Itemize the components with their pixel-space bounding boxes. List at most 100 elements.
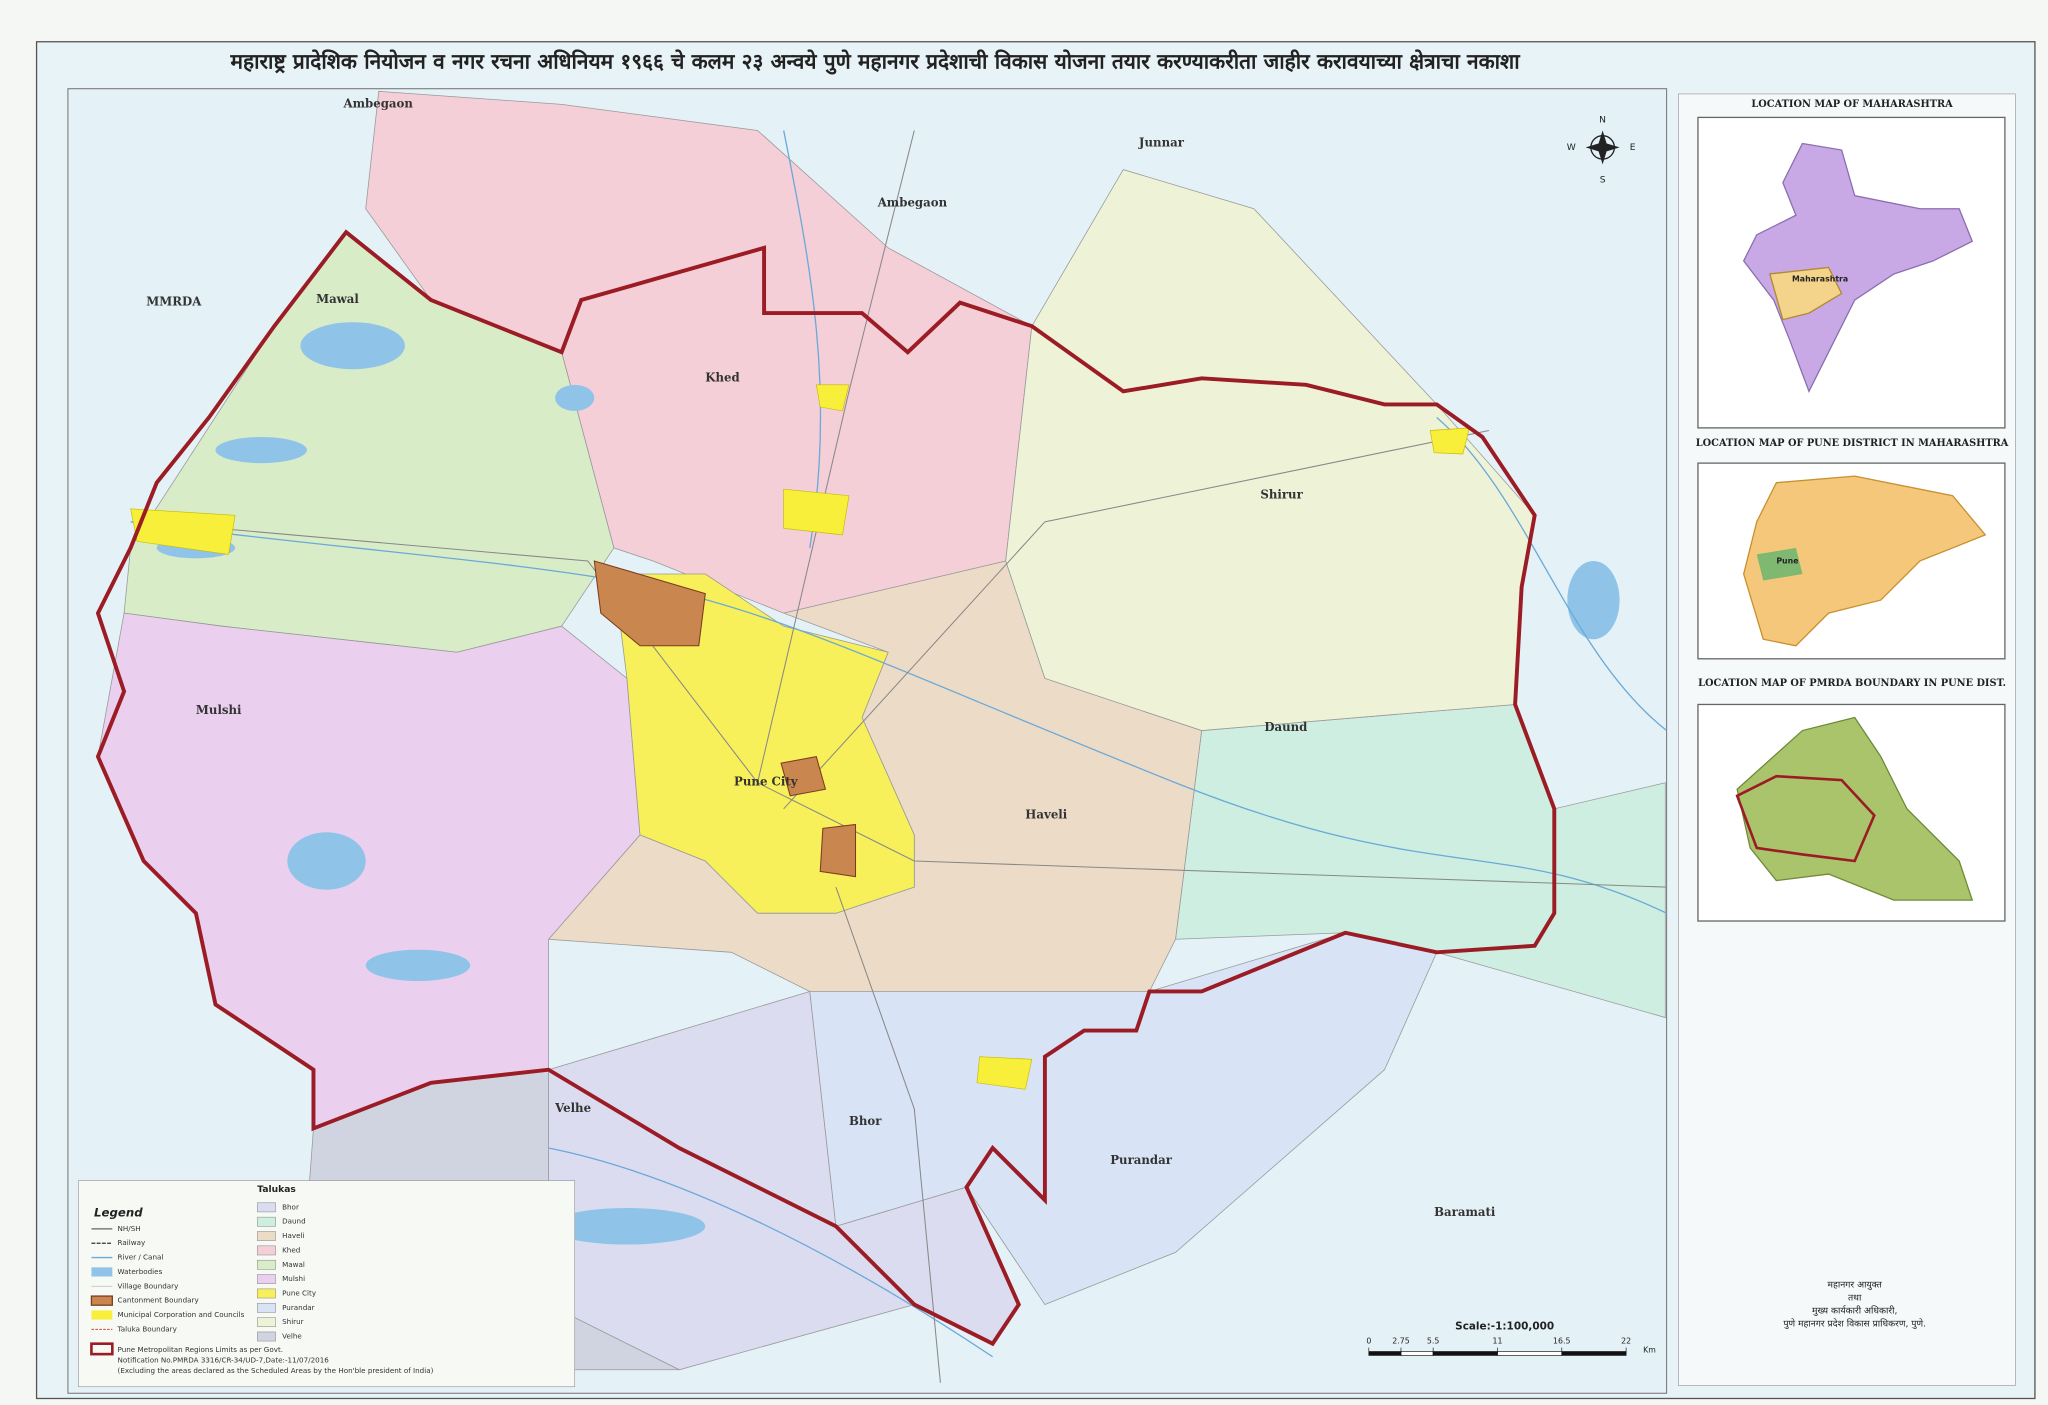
municipal-council <box>815 384 850 412</box>
place-label: Junnar <box>1138 136 1185 150</box>
scale-tick-label: 2.75 <box>1392 1337 1409 1346</box>
legend-swatch <box>257 1331 276 1342</box>
cantonment <box>819 823 857 878</box>
scale-tick-label: 5.5 <box>1427 1337 1439 1346</box>
legend-text: Village Boundary <box>118 1281 180 1290</box>
cantonment <box>593 560 706 647</box>
highway <box>783 429 1490 810</box>
place-label: Mulshi <box>196 703 242 717</box>
legend-text: Waterbodies <box>118 1267 163 1276</box>
legend-items: NH/SH Railway River / Canal Waterbodies Vill… <box>90 1224 245 1333</box>
river <box>130 521 1667 914</box>
legend-text: Mulshi <box>282 1274 305 1283</box>
scale-label: Scale:-1:100,000 <box>1455 1321 1554 1333</box>
water-bodies <box>156 322 1620 1245</box>
taluka-legend-title: Talukas <box>257 1185 296 1195</box>
scale-segment <box>1368 1351 1402 1356</box>
compass: N E S W <box>1567 116 1636 186</box>
scale-tick-label: 16.5 <box>1553 1337 1570 1346</box>
scale-tick-label: 0 <box>1366 1337 1371 1346</box>
lake <box>1567 560 1620 640</box>
legend-text: Pune Metropolitan Regions Limits as per … <box>118 1345 284 1354</box>
lake <box>365 949 471 982</box>
legend-text: Municipal Corporation and Councils <box>118 1310 245 1319</box>
inset-label: Maharashtra <box>1792 275 1848 284</box>
place-label: Velhe <box>554 1101 591 1115</box>
municipal-council <box>130 508 236 555</box>
legend-text: Taluka Boundary <box>117 1324 178 1333</box>
india-outline <box>1742 142 1974 393</box>
municipal-council <box>976 1056 1033 1090</box>
scale-tick-label: 11 <box>1492 1337 1502 1346</box>
place-label: Shirur <box>1260 488 1303 502</box>
municipal-areas <box>130 384 1470 1090</box>
signature-line: महानगर आयुक्त <box>1828 1280 1883 1290</box>
legend-swatch <box>257 1202 276 1213</box>
legend-text: Daund <box>282 1217 306 1226</box>
legend-text: Purandar <box>282 1303 315 1312</box>
taluka-items: Bhor Daund Haveli Khed Mawal Mulshi Pune City P… <box>257 1202 317 1342</box>
place-label: Khed <box>705 370 739 384</box>
legend-swatch <box>257 1274 276 1284</box>
inset-title: LOCATION MAP OF PUNE DISTRICT IN MAHARAS… <box>1696 438 2009 449</box>
municipal-council <box>1429 427 1470 455</box>
place-label: Haveli <box>1025 807 1067 821</box>
scale-segment <box>1432 1351 1498 1356</box>
inset-title: LOCATION MAP OF MAHARASHTRA <box>1751 99 1953 110</box>
legend-text: Pune City <box>282 1288 317 1297</box>
place-labels: Mawal Khed Shirur Mulshi Pune City Havel… <box>146 96 1496 1219</box>
place-label: Purandar <box>1110 1153 1173 1167</box>
cantonment <box>780 756 827 797</box>
pune-outline <box>1756 547 1803 581</box>
pmrda-inset-boundary <box>1735 774 1876 863</box>
lake <box>300 322 405 370</box>
legend-box <box>78 1180 576 1388</box>
place-label: Ambegaon <box>343 96 414 110</box>
legend-swatch <box>90 1342 114 1356</box>
inset-label: Pune <box>1776 556 1798 565</box>
compass-label: W <box>1567 143 1576 153</box>
map-title: महाराष्ट्र प्रादेशिक नियोजन व नगर रचना अ… <box>230 49 1522 75</box>
pmrda-boundary <box>95 229 1557 1347</box>
highway <box>835 886 941 1383</box>
scale-unit: Km <box>1643 1346 1656 1355</box>
legend-swatch <box>257 1216 276 1227</box>
municipal-council <box>783 488 850 536</box>
legend-title: Legend <box>94 1206 143 1220</box>
place-label: Pune City <box>734 775 799 789</box>
highway <box>757 130 915 783</box>
legend-swatch <box>257 1231 276 1241</box>
compass-label: E <box>1630 143 1636 153</box>
place-label: Mawal <box>316 292 359 306</box>
legend-text: Shirur <box>282 1317 304 1326</box>
legend-text: NH/SH <box>118 1224 141 1233</box>
legend-text: Bhor <box>282 1202 299 1211</box>
place-label: MMRDA <box>146 295 202 309</box>
signature-line: तथा <box>1848 1294 1862 1304</box>
signature-line: मुख्य कार्यकारी अधिकारी, <box>1812 1305 1897 1317</box>
roads <box>143 130 1667 1383</box>
river <box>548 1147 994 1358</box>
inset-title: LOCATION MAP OF PMRDA BOUNDARY IN PUNE D… <box>1698 678 2006 689</box>
legend-swatch <box>91 1310 113 1320</box>
legend-swatch <box>257 1302 276 1313</box>
legend-text: River / Canal <box>118 1253 164 1262</box>
legend-text: Mawal <box>282 1260 305 1269</box>
maharashtra-outline <box>1768 266 1843 321</box>
legend-text: Khed <box>282 1245 300 1254</box>
legend-swatch <box>257 1317 276 1327</box>
scale-segment <box>1497 1351 1563 1356</box>
legend-text: Cantonment Boundary <box>118 1296 200 1305</box>
compass-label: N <box>1599 116 1606 126</box>
place-label: Daund <box>1264 720 1307 734</box>
scale-bar: Scale:-1:100,000 Km 0 2.75 5.5 11 16.5 22 <box>1366 1321 1656 1356</box>
signature-line: पुणे महानगर प्रदेश विकास प्राधिकरण, पुणे… <box>1783 1318 1926 1330</box>
legend-text: Velhe <box>282 1332 302 1341</box>
legend-swatch <box>257 1288 276 1299</box>
river <box>783 130 822 549</box>
scale-segment <box>1400 1351 1434 1356</box>
place-label: Bhor <box>849 1114 882 1128</box>
rivers <box>130 130 1668 1358</box>
scale-tick-label: 22 <box>1621 1337 1631 1346</box>
